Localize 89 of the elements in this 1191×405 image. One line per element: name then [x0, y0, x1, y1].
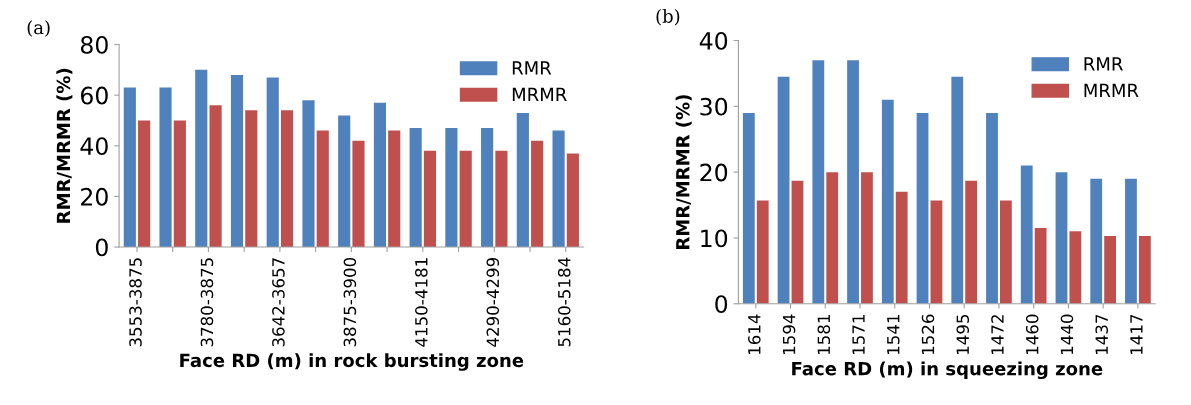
bar	[965, 180, 978, 304]
bar	[895, 191, 908, 304]
y-tick-label: 20	[700, 163, 728, 182]
x-tick-label: 1417	[1130, 314, 1143, 355]
x-tick-label: 4150-4181	[415, 258, 428, 347]
y-tick-label: 0	[715, 295, 728, 314]
x-tick-label: 3780-3875	[200, 258, 214, 347]
x-tick-label: 1571	[852, 315, 865, 355]
x-tick-label: 1472	[991, 315, 1004, 355]
bar	[123, 87, 136, 248]
bar	[338, 115, 351, 248]
bar	[1104, 235, 1117, 304]
y-axis-title: RMR/MRMR (%)	[56, 68, 73, 223]
bar	[916, 112, 929, 304]
bar	[423, 150, 437, 248]
x-tick-label: 1460	[1025, 314, 1039, 355]
bar	[999, 200, 1012, 304]
bar	[566, 153, 579, 248]
bar	[847, 60, 859, 304]
bar	[756, 200, 769, 304]
y-tick-label: 20	[81, 187, 108, 206]
bar	[951, 76, 964, 304]
bar	[195, 69, 208, 248]
x-tick-label: 1495	[956, 314, 970, 355]
y-tick-label: 10	[701, 229, 728, 248]
x-tick-label: 1541	[887, 315, 900, 355]
bar	[266, 77, 279, 248]
legend-label: MRMR	[512, 87, 567, 102]
x-tick-label: 5160-5184	[557, 257, 571, 347]
text: (a)	[27, 20, 50, 37]
bar	[495, 150, 508, 248]
bar	[1034, 228, 1047, 304]
bar	[777, 76, 790, 304]
bar	[138, 120, 151, 248]
y-tick-label: 30	[700, 97, 728, 116]
y-tick-label: 80	[80, 36, 108, 54]
bar	[173, 120, 186, 248]
x-tick-label: 1526	[921, 314, 935, 355]
x-tick-label: 1594	[782, 314, 796, 355]
bar	[930, 200, 943, 304]
bar	[316, 130, 329, 248]
bar	[409, 128, 422, 248]
bar	[280, 110, 294, 248]
bar	[388, 130, 401, 248]
bar	[481, 128, 494, 248]
x-tick-label: 3553-3875	[129, 258, 142, 347]
bar	[881, 99, 894, 304]
legend-label: MRMR	[1084, 83, 1139, 97]
y-tick-label: 0	[95, 238, 108, 257]
x-axis-title: Face RD (m) in rock bursting zone	[180, 353, 524, 371]
bar	[1138, 235, 1151, 304]
bar	[812, 60, 825, 304]
bar	[742, 112, 755, 304]
bar	[791, 180, 804, 304]
x-tick-label: 1440	[1060, 314, 1074, 355]
bar	[531, 140, 544, 248]
bar	[302, 100, 315, 248]
x-tick-label: 4290-4299	[486, 257, 500, 347]
bar	[459, 150, 472, 248]
bar	[516, 112, 529, 248]
x-tick-label: 1614	[748, 314, 761, 355]
bar	[552, 130, 565, 248]
legend-label: RMR	[512, 61, 552, 75]
x-tick-label: 3875-3900	[343, 257, 357, 347]
x-tick-label: 1581	[817, 315, 831, 355]
bar	[159, 87, 172, 248]
bar	[1069, 231, 1082, 304]
bar	[245, 110, 258, 248]
bar	[1055, 172, 1068, 304]
x-axis-title: Face RD (m) in squeezing zone	[792, 361, 1103, 380]
bar	[352, 140, 365, 248]
y-tick-label: 60	[80, 86, 108, 105]
legend-label: RMR	[1084, 57, 1123, 71]
bar	[209, 105, 222, 248]
bar	[986, 112, 998, 304]
x-tick-label: 1437	[1095, 314, 1108, 355]
bar	[373, 102, 386, 248]
bar	[1125, 178, 1137, 304]
text: (b)	[656, 8, 680, 26]
bar	[445, 128, 458, 248]
bar	[826, 172, 839, 304]
bar	[1090, 178, 1103, 304]
bar	[1020, 165, 1033, 304]
bar	[861, 172, 873, 304]
y-tick-label: 40	[80, 137, 108, 156]
y-axis-title: RMR/MRMR (%)	[675, 95, 692, 249]
bar	[230, 74, 244, 248]
y-tick-label: 40	[699, 31, 728, 50]
x-tick-label: 3642-3657	[272, 258, 285, 347]
